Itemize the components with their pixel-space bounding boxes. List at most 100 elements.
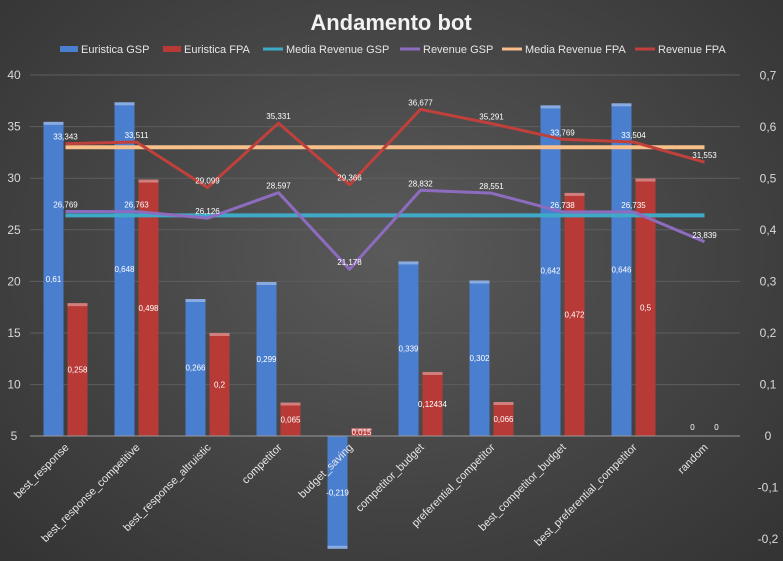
bar-fpa bbox=[209, 333, 230, 436]
legend-label-euristica-gsp: Euristica GSP bbox=[81, 44, 149, 56]
y2-tick-label: 0 bbox=[765, 429, 772, 443]
data-label-revenue-fpa: 31,553 bbox=[692, 151, 717, 160]
data-label-fpa: 0,2 bbox=[214, 381, 226, 390]
data-label-revenue-fpa: 35,331 bbox=[266, 112, 291, 121]
bar-highlight-gsp bbox=[398, 261, 419, 265]
bar-gsp bbox=[611, 103, 632, 436]
data-label-revenue-fpa: 33,511 bbox=[125, 131, 149, 140]
bars bbox=[43, 102, 656, 549]
x-tick-label: best_response bbox=[12, 442, 72, 502]
y-tick-label: 40 bbox=[7, 68, 21, 82]
y2-tick-label: -0,2 bbox=[758, 532, 779, 546]
data-label-gsp: 0,302 bbox=[469, 354, 490, 363]
y2-tick-label: 0,4 bbox=[760, 223, 777, 237]
data-label-revenue-fpa: 29,366 bbox=[337, 174, 362, 183]
bar-gsp bbox=[540, 105, 561, 437]
data-labels: 0,61 0,258 0,648 0,498 0,266 0,2 0,299 0,065 -0,… bbox=[46, 98, 720, 497]
line-revenue-fpa bbox=[65, 107, 705, 189]
legend-label-euristica-fpa: Euristica FPA bbox=[184, 44, 250, 56]
bar-highlight-gsp bbox=[256, 282, 277, 286]
data-label-revenue-fpa: 33,769 bbox=[550, 128, 575, 137]
data-label-revenue-gsp: 26,763 bbox=[124, 201, 149, 210]
y2-tick-label: 0,3 bbox=[760, 275, 777, 289]
data-label-revenue-gsp: 28,832 bbox=[408, 179, 433, 188]
bar-highlight-gsp bbox=[611, 103, 632, 107]
y2-tick-label: 0,1 bbox=[760, 378, 777, 392]
bar-highlight-gsp bbox=[185, 299, 206, 303]
data-label-fpa: 0,065 bbox=[280, 415, 301, 424]
bar-highlight-gsp bbox=[540, 105, 561, 109]
data-label-fpa: 0,472 bbox=[564, 310, 585, 319]
x-tick-label: random bbox=[676, 442, 711, 477]
data-label-fpa: 0,066 bbox=[493, 415, 514, 424]
bar-gsp bbox=[185, 299, 206, 436]
data-label-revenue-gsp: 23,839 bbox=[692, 231, 717, 240]
data-label-revenue-gsp: 26,735 bbox=[621, 201, 646, 210]
data-label-fpa: 0,5 bbox=[640, 303, 652, 312]
data-label-gsp: 0,646 bbox=[611, 266, 632, 275]
bar-highlight-gsp bbox=[327, 545, 348, 549]
legend-swatch-euristica-fpa bbox=[163, 46, 181, 52]
bar-highlight-fpa bbox=[351, 428, 372, 432]
bar-highlight-fpa bbox=[209, 333, 230, 336]
y2-tick-label: 0,6 bbox=[760, 120, 777, 134]
data-label-revenue-gsp: 28,551 bbox=[479, 182, 504, 191]
data-label-revenue-gsp: 26,769 bbox=[53, 201, 78, 210]
data-label-gsp: 0,642 bbox=[540, 267, 561, 276]
bar-highlight-fpa bbox=[67, 303, 88, 307]
bar-gsp bbox=[114, 102, 135, 436]
x-tick-label: competitor bbox=[240, 441, 285, 486]
bar-gsp bbox=[398, 261, 419, 436]
data-label-revenue-gsp: 26,738 bbox=[550, 201, 575, 210]
bar-gsp bbox=[327, 436, 348, 549]
bar-highlight-gsp bbox=[114, 102, 135, 106]
legend-label-media-revenue-fpa: Media Revenue FPA bbox=[525, 44, 626, 56]
data-label-fpa: 0 bbox=[714, 423, 719, 432]
bar-gsp bbox=[256, 282, 277, 436]
bar-fpa bbox=[138, 179, 159, 436]
bar-gsp bbox=[43, 121, 64, 436]
bar-highlight-gsp bbox=[469, 280, 490, 284]
data-label-revenue-gsp: 26,126 bbox=[195, 207, 220, 216]
chart-title: Andamento bot bbox=[310, 10, 472, 35]
bar-highlight-fpa bbox=[635, 178, 656, 182]
bar-fpa bbox=[635, 178, 656, 436]
data-label-gsp: 0 bbox=[690, 423, 695, 432]
data-label-revenue-fpa: 35,291 bbox=[479, 113, 504, 122]
data-label-gsp: 0,339 bbox=[398, 345, 419, 354]
legend-label-media-revenue-gsp: Media Revenue GSP bbox=[286, 44, 389, 56]
bar-highlight-fpa bbox=[280, 402, 301, 406]
data-label-revenue-gsp: 28,597 bbox=[266, 182, 291, 191]
y-tick-label: 35 bbox=[7, 120, 21, 134]
bar-highlight-fpa bbox=[138, 179, 159, 183]
y-tick-label: 5 bbox=[11, 429, 18, 443]
bar-gsp bbox=[469, 280, 490, 436]
bar-fpa bbox=[493, 402, 514, 436]
data-label-revenue-fpa: 33,343 bbox=[53, 133, 78, 142]
y2-tick-label: -0,1 bbox=[758, 481, 779, 495]
legend-swatch-euristica-gsp bbox=[60, 46, 78, 52]
data-label-revenue-fpa: 36,677 bbox=[408, 98, 433, 107]
y-tick-label: 20 bbox=[7, 274, 21, 288]
bar-highlight-fpa bbox=[493, 402, 514, 406]
y-tick-label: 25 bbox=[7, 223, 21, 237]
y2-tick-label: 0,7 bbox=[760, 69, 777, 83]
bar-highlight-fpa bbox=[564, 192, 585, 196]
data-label-gsp: 0,648 bbox=[114, 265, 135, 274]
data-label-fpa: 0,12434 bbox=[418, 400, 447, 409]
data-label-fpa: 0,258 bbox=[67, 366, 88, 375]
bar-highlight-gsp bbox=[43, 121, 64, 125]
data-label-revenue-gsp: 21,178 bbox=[337, 258, 362, 267]
data-label-fpa: 0,015 bbox=[351, 428, 372, 437]
data-label-fpa: 0,498 bbox=[138, 304, 159, 313]
bar-highlight-fpa bbox=[422, 371, 443, 375]
y-tick-label: 10 bbox=[7, 378, 21, 392]
x-tick-label: competitor_budget bbox=[354, 442, 427, 515]
y2-tick-label: 0,2 bbox=[760, 326, 777, 340]
data-label-gsp: 0,266 bbox=[185, 364, 206, 373]
y-tick-label: 15 bbox=[7, 326, 21, 340]
data-label-gsp: 0,61 bbox=[46, 275, 62, 284]
bar-fpa bbox=[351, 428, 372, 436]
y-tick-label: 30 bbox=[7, 171, 21, 185]
